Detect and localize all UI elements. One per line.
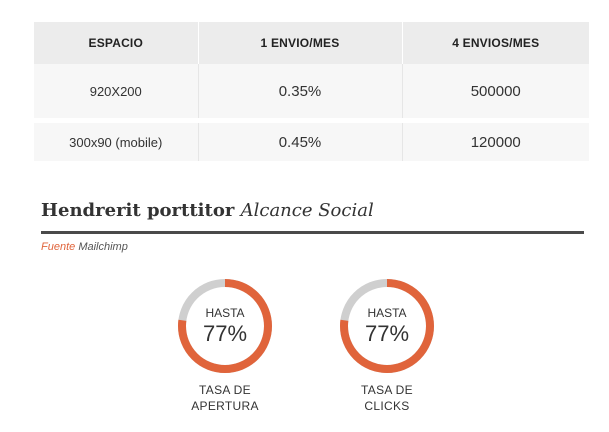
metric-tasa-clicks: HASTA 77% TASA DE CLICKS — [327, 276, 447, 414]
table-row: 300x90 (mobile) 0.45% 120000 — [34, 120, 589, 161]
donut-gauge — [178, 279, 272, 373]
metric-caption-line1: TASA DE — [199, 383, 251, 397]
metric-caption-line1: TASA DE — [361, 383, 413, 397]
table-cell-1-envio: 0.35% — [198, 64, 403, 123]
gauge-fill — [340, 279, 434, 373]
metric-caption: TASA DE CLICKS — [327, 382, 447, 414]
metric-prefix: HASTA — [205, 306, 245, 320]
source-attribution: Fuente Mailchimp — [41, 241, 128, 253]
column-header-1-envio: 1 ENVIO/MES — [198, 22, 403, 64]
donut-gauge — [340, 279, 434, 373]
table-cell-espacio: 920X200 — [34, 64, 199, 123]
metric-prefix: HASTA — [367, 306, 407, 320]
gauge-fill — [178, 279, 272, 373]
metric-value: 77% — [364, 321, 410, 346]
title-divider — [41, 231, 584, 234]
metric-caption-line2: CLICKS — [364, 399, 410, 413]
column-header-espacio: ESPACIO — [34, 22, 199, 64]
metric-caption: TASA DE APERTURA — [165, 382, 285, 414]
table-cell-4-envios: 500000 — [402, 64, 589, 123]
column-header-4-envios: 4 ENVIOS/MES — [402, 22, 589, 64]
source-value: Mailchimp — [78, 241, 128, 253]
metric-value: 77% — [202, 321, 248, 346]
table-header-row: ESPACIO 1 ENVIO/MES 4 ENVIOS/MES — [34, 22, 589, 64]
table-cell-4-envios: 120000 — [402, 120, 589, 161]
metric-caption-line2: APERTURA — [191, 399, 259, 413]
section-title-text: Hendrerit porttitor — [41, 200, 235, 221]
pricing-table: ESPACIO 1 ENVIO/MES 4 ENVIOS/MES 920X200… — [34, 22, 589, 161]
section-title: Hendrerit porttitor Alcance Social — [41, 200, 374, 221]
table-cell-1-envio: 0.45% — [198, 120, 403, 161]
source-label: Fuente — [41, 241, 76, 253]
table-cell-espacio: 300x90 (mobile) — [34, 120, 199, 161]
table-row: 920X200 0.35% 500000 — [34, 64, 589, 123]
metric-tasa-apertura: HASTA 77% TASA DE APERTURA — [165, 276, 285, 414]
section-subtitle: Alcance Social — [240, 200, 374, 221]
